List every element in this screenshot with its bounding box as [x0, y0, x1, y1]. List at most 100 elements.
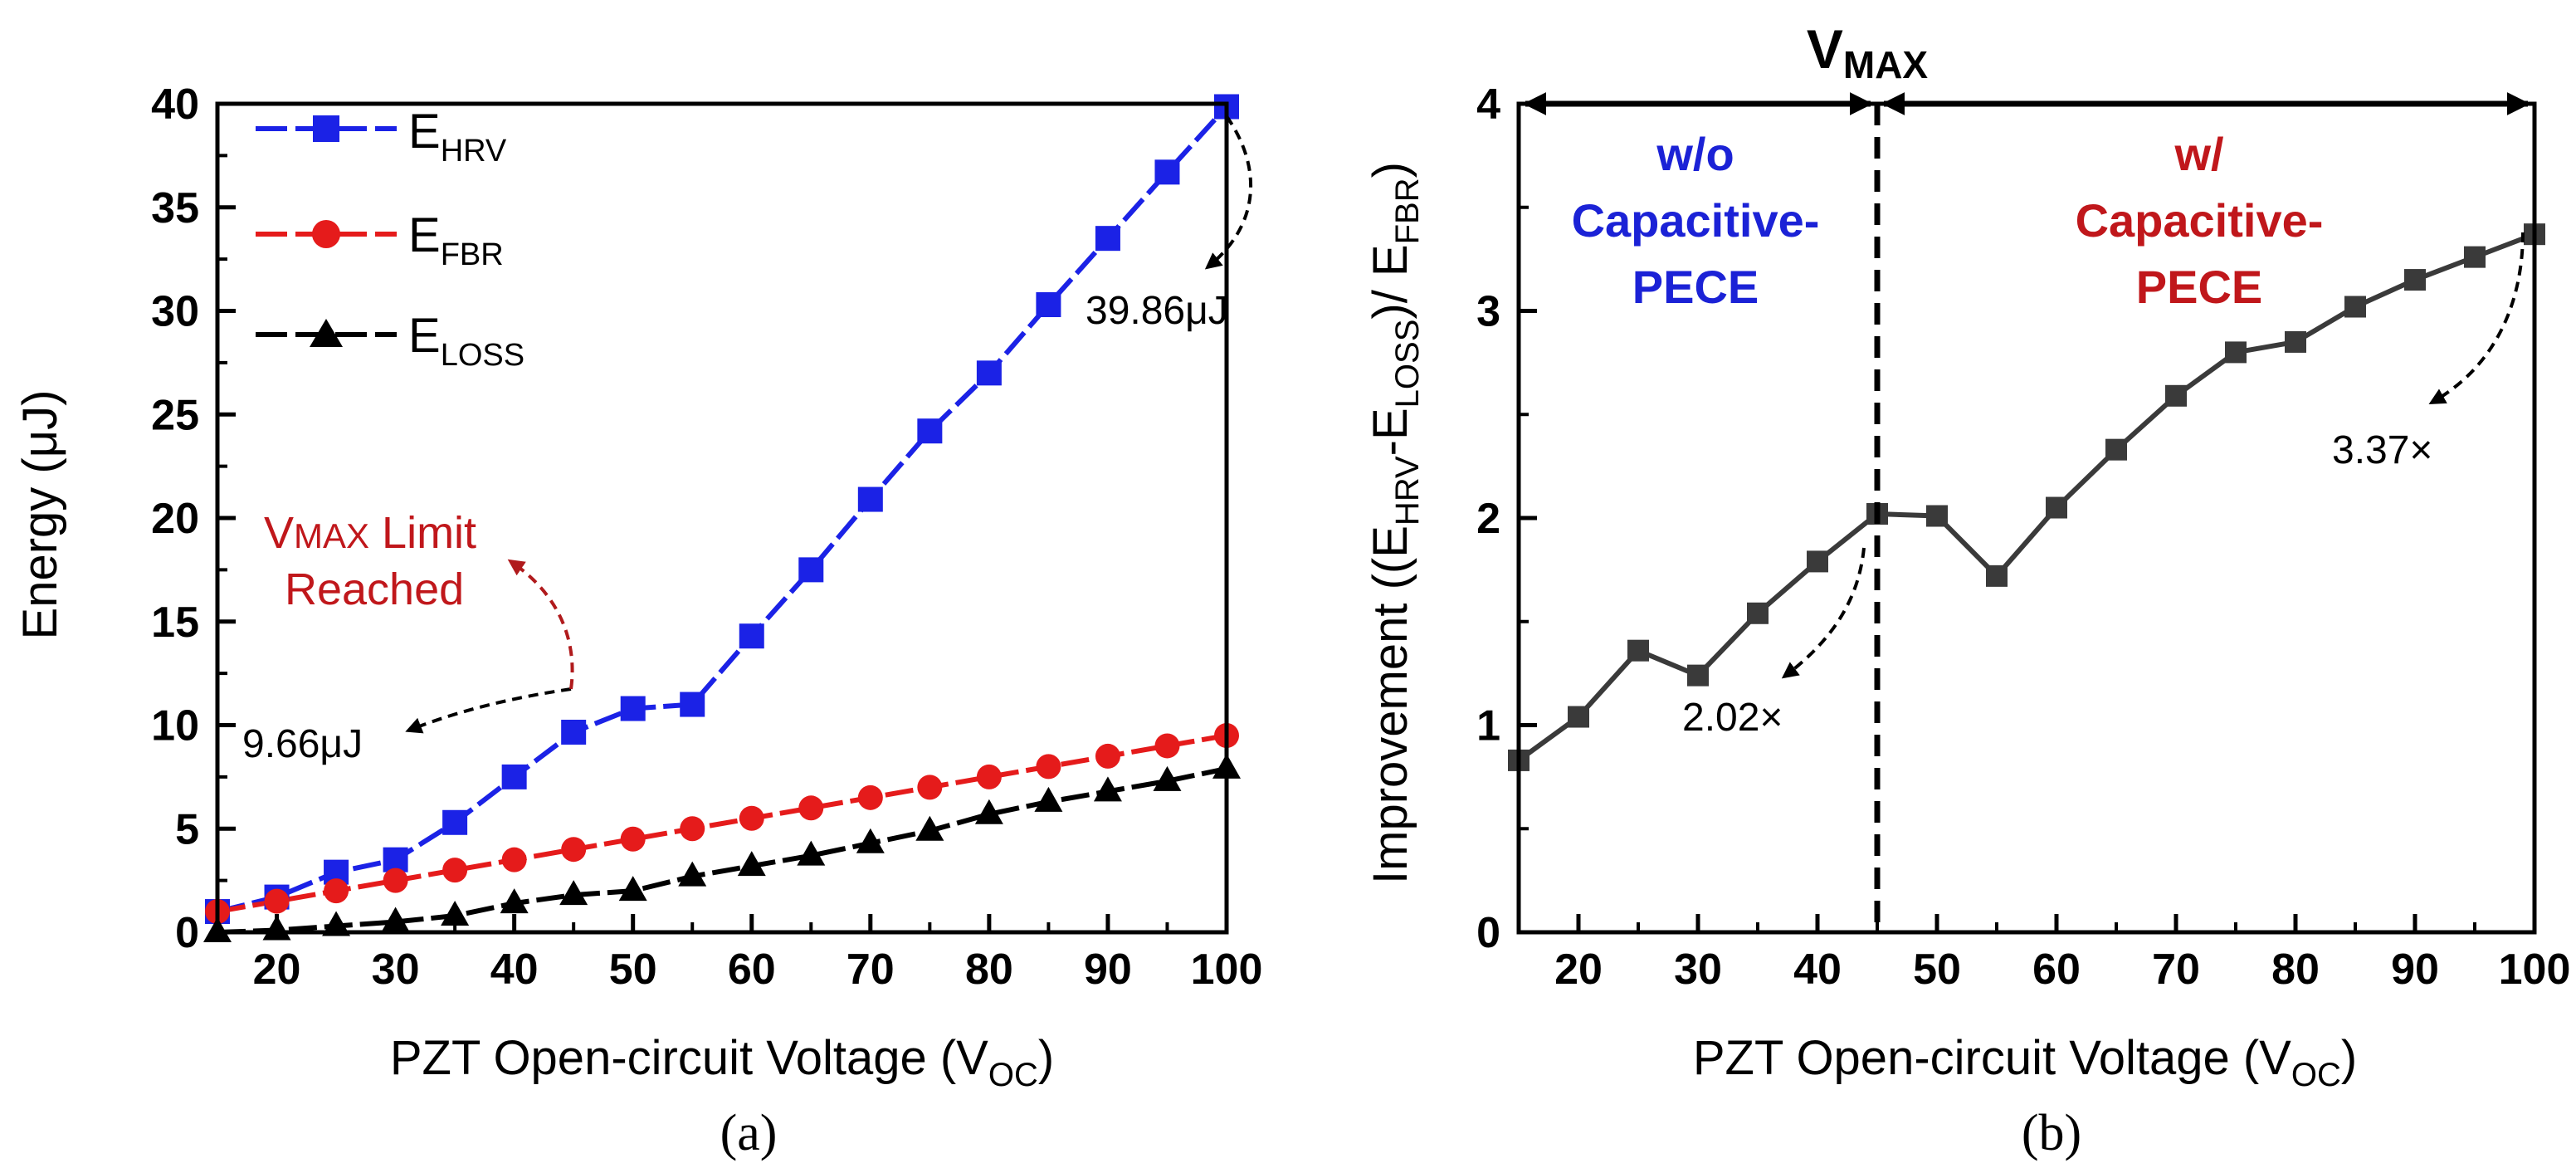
peak-improvement-label: 3.37× [2332, 428, 2432, 472]
legend-label-eloss: ELOSS [408, 309, 524, 373]
x-tick-label-20: 20 [253, 946, 301, 994]
chart-a-ylabel: Energy (μJ) [13, 390, 67, 640]
legend-triangle-icon [310, 319, 343, 347]
x-tick-label-100: 100 [2499, 946, 2571, 994]
y-tick-label-0: 0 [1476, 909, 1500, 957]
panel-label-a: (a) [720, 1105, 778, 1161]
data-point-loss-85 [1034, 786, 1063, 812]
y-tick-label-5: 5 [175, 805, 199, 853]
data-point-fbr-65 [798, 795, 824, 821]
x-tick-label-60: 60 [728, 946, 776, 994]
data-point-improvement-40 [1807, 550, 1828, 573]
data-point-hrv-50 [620, 696, 646, 721]
data-point-loss-65 [797, 840, 826, 866]
legend-circle-icon [312, 220, 340, 248]
x-tick-label-90: 90 [1084, 946, 1132, 994]
x-tick-label-30: 30 [372, 946, 420, 994]
data-point-improvement-65 [2105, 438, 2127, 461]
data-point-improvement-75 [2225, 341, 2247, 364]
data-point-loss-35 [441, 901, 470, 926]
data-point-hrv-40 [501, 764, 527, 789]
chart-b: 20 30 40 50 60 70 80 90 100 0 1 2 3 4 VMAX w/o Capaci… [1364, 18, 2570, 1161]
y-tick-label-1: 1 [1476, 702, 1500, 750]
left-region-line1: w/o [1656, 128, 1734, 180]
data-point-loss-90 [1093, 776, 1122, 802]
data-point-improvement-30 [1687, 664, 1709, 687]
data-point-loss-25 [322, 911, 351, 936]
chart-a-xlabel: PZT Open-circuit Voltage (VOC) [390, 1031, 1054, 1093]
vmax-improvement-arrow [1781, 547, 1866, 679]
chart-b-xlabel: PZT Open-circuit Voltage (VOC) [1693, 1031, 2357, 1093]
panel-label-b: (b) [2022, 1105, 2081, 1161]
data-point-loss-95 [1153, 765, 1182, 791]
x-tick-label-20: 20 [1554, 946, 1603, 994]
legend-item-efbr: EFBR [256, 208, 504, 272]
data-point-hrv-45 [561, 719, 587, 745]
series-line-loss [217, 765, 1227, 935]
series-line-fbr [217, 733, 1227, 915]
legend-item-eloss: ELOSS [256, 309, 524, 373]
data-point-fbr-55 [680, 816, 705, 842]
limit-label-line2: Reached [285, 565, 464, 614]
x-tick-label-80: 80 [965, 946, 1013, 994]
data-point-fbr-50 [620, 826, 646, 852]
right-region-line2: Capacitive- [2076, 194, 2324, 247]
data-point-loss-50 [618, 876, 647, 902]
data-point-improvement-95 [2464, 246, 2486, 268]
data-point-fbr-30 [383, 868, 408, 893]
legend-label-ehrv: EHRV [408, 105, 507, 169]
vmax-energy-arrow [405, 687, 572, 734]
vmax-heading: VMAX [1807, 18, 1929, 86]
data-point-fbr-90 [1095, 743, 1120, 769]
limit-arrow [507, 559, 574, 690]
y-tick-label-2: 2 [1476, 495, 1500, 543]
data-point-hrv-75 [917, 418, 943, 444]
data-point-loss-20 [262, 915, 291, 941]
y-tick-label-15: 15 [151, 599, 199, 647]
data-point-fbr-85 [1036, 754, 1061, 780]
data-point-loss-30 [381, 907, 410, 932]
chart-a: 20 30 40 50 60 70 80 90 100 0 5 10 15 20 25 30 35 40 EHRV… [13, 81, 1262, 1161]
chart-b-lines [1517, 232, 2536, 763]
y-tick-label-10: 10 [151, 702, 199, 750]
data-point-hrv-90 [1095, 226, 1120, 252]
vmax-energy-label: 9.66μJ [242, 722, 363, 766]
y-tick-label-4: 4 [1476, 81, 1500, 129]
data-point-fbr-35 [442, 858, 468, 883]
peak-improvement-arrow [2428, 232, 2525, 404]
data-point-improvement-25 [1627, 639, 1649, 662]
legend-label-efbr: EFBR [408, 208, 504, 272]
data-point-hrv-65 [798, 557, 824, 583]
legend-item-ehrv: EHRV [256, 105, 507, 169]
chart-a-legend: EHRV EFBR ELOSS [256, 105, 524, 373]
x-tick-label-80: 80 [2271, 946, 2320, 994]
data-point-hrv-60 [739, 623, 764, 649]
data-point-improvement-20 [1568, 706, 1589, 728]
x-tick-label-70: 70 [2152, 946, 2200, 994]
data-point-loss-40 [500, 888, 529, 914]
data-point-loss-45 [559, 880, 588, 906]
y-tick-label-25: 25 [151, 391, 199, 439]
left-region-line3: PECE [1632, 261, 1759, 313]
x-tick-label-60: 60 [2032, 946, 2081, 994]
data-point-improvement-60 [2046, 496, 2067, 519]
y-tick-label-30: 30 [151, 288, 199, 336]
right-region-line1: w/ [2174, 128, 2224, 180]
data-point-fbr-40 [501, 847, 527, 872]
x-tick-label-50: 50 [609, 946, 657, 994]
x-tick-label-100: 100 [1191, 946, 1263, 994]
left-region-line2: Capacitive- [1572, 194, 1820, 247]
legend-square-icon [313, 115, 339, 142]
data-point-loss-60 [737, 851, 766, 877]
data-point-fbr-70 [857, 784, 883, 810]
data-point-loss-80 [974, 799, 1003, 824]
data-point-loss-75 [915, 815, 944, 841]
data-point-fbr-45 [561, 837, 587, 863]
x-tick-label-70: 70 [846, 946, 895, 994]
data-point-improvement-80 [2285, 330, 2306, 353]
chart-b-markers [1508, 223, 2545, 771]
y-tick-label-40: 40 [151, 81, 199, 129]
chart-b-ylabel: Improvement ((EHRV-ELOSS)/ EFBR) [1364, 162, 1426, 884]
data-point-hrv-55 [680, 692, 705, 717]
data-point-hrv-70 [857, 486, 883, 512]
